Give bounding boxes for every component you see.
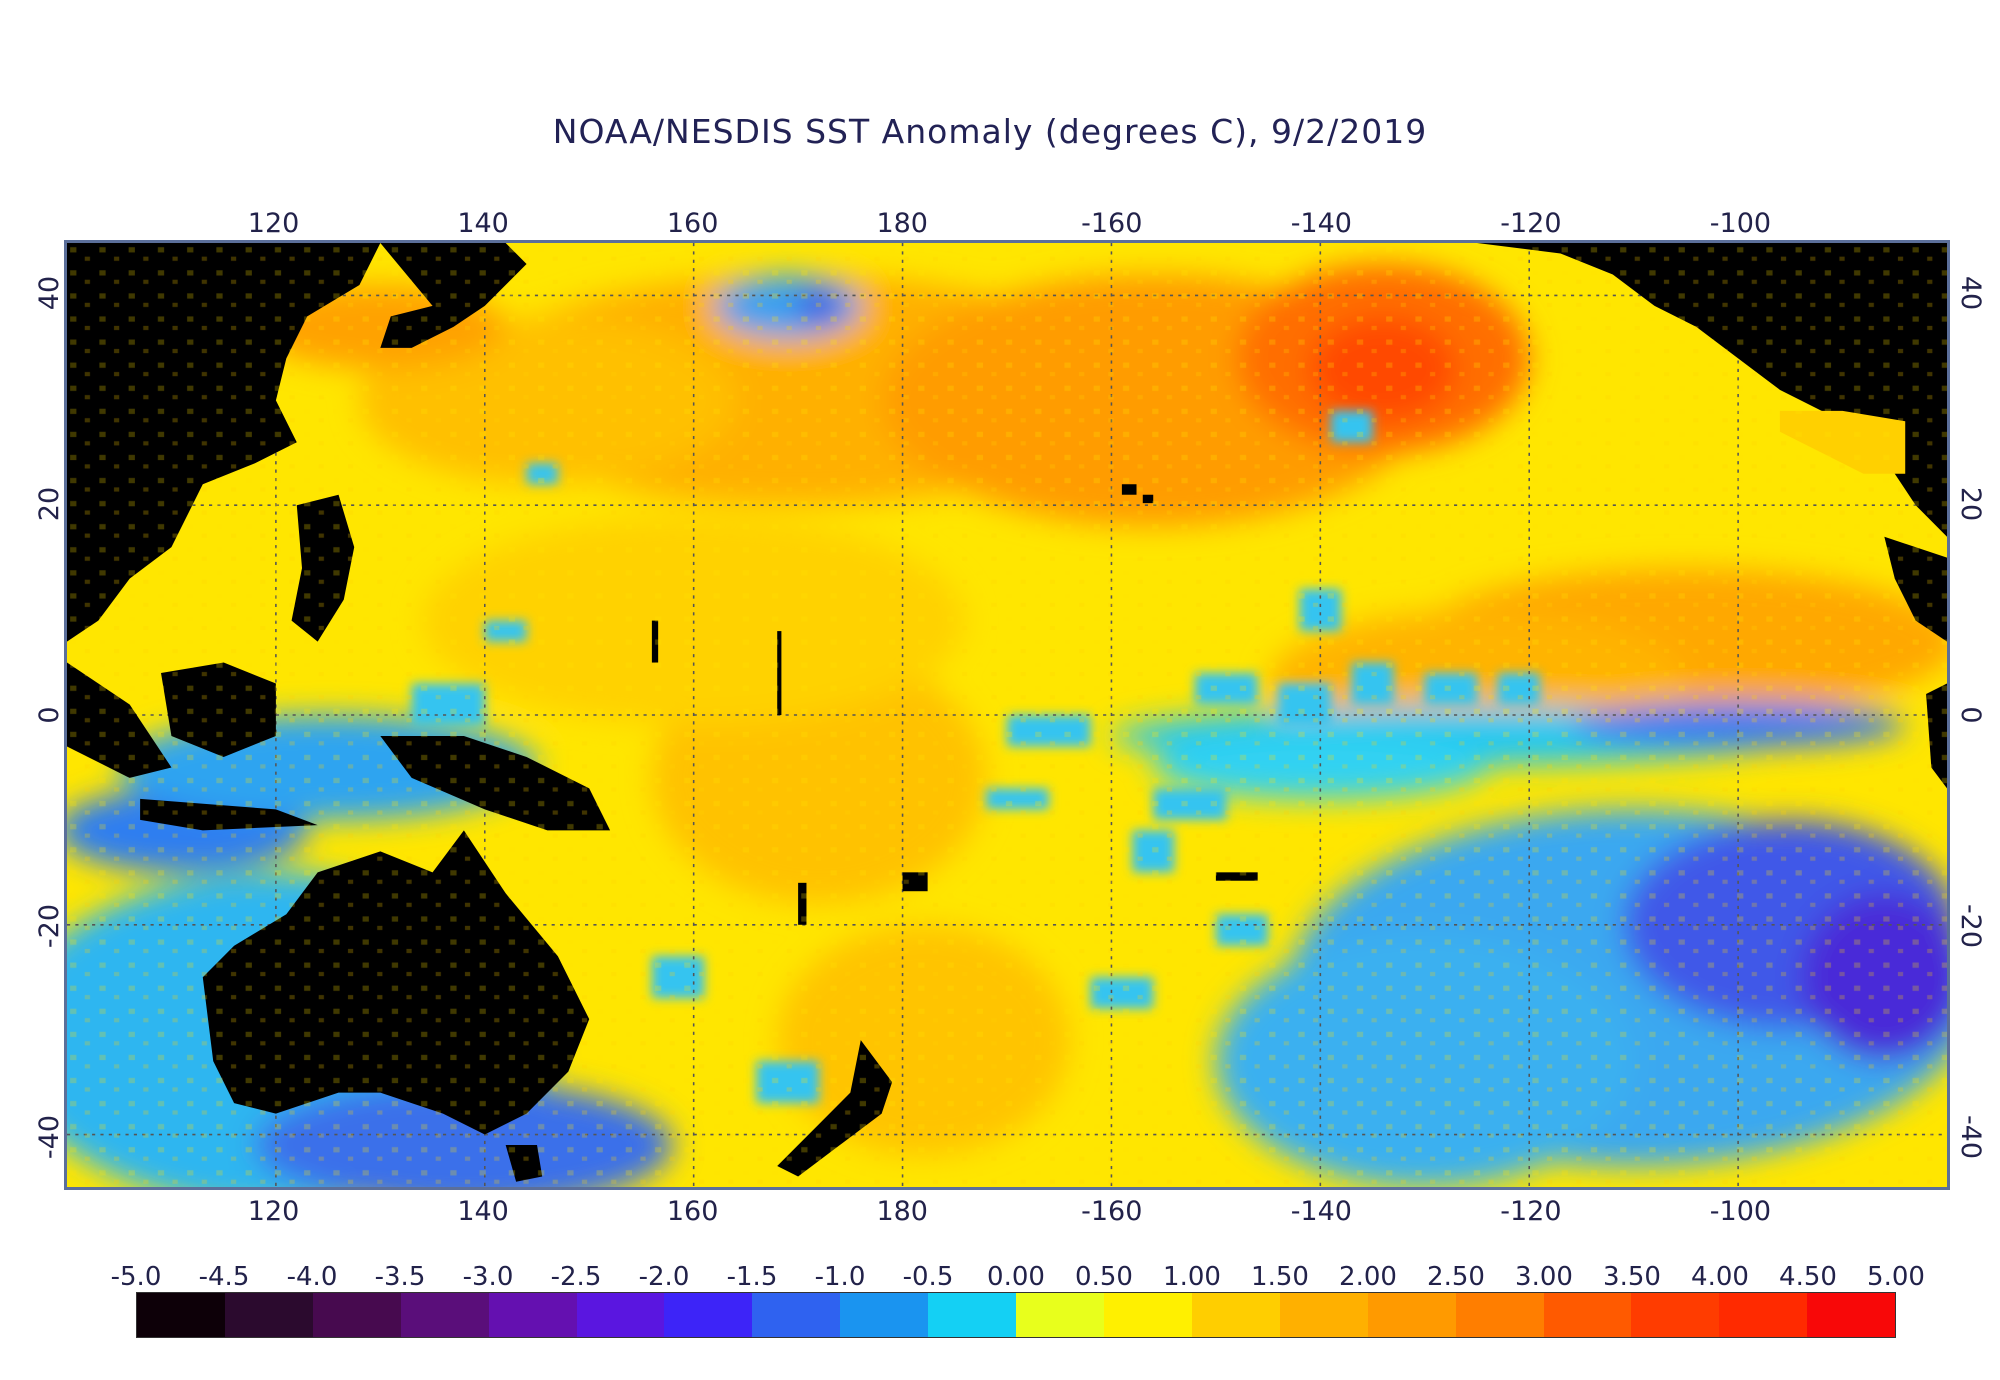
colorbar-swatch: [312, 1293, 401, 1337]
colorbar-swatch: [1455, 1293, 1544, 1337]
lon-tick-bottom: -140: [1290, 1196, 1352, 1227]
map-canvas: [67, 243, 1947, 1187]
lon-tick-bottom: 140: [457, 1196, 509, 1227]
colorbar-label: 3.50: [1603, 1262, 1661, 1292]
lon-tick-bottom: -160: [1081, 1196, 1143, 1227]
colorbar-label: -1.5: [726, 1262, 778, 1292]
colorbar-swatch: [1103, 1293, 1192, 1337]
texture-overlay: [67, 243, 1947, 1187]
lon-tick-top: 160: [666, 208, 719, 239]
lon-tick-bottom: 160: [666, 1196, 719, 1227]
colorbar-swatch: [488, 1293, 577, 1337]
colorbar-swatch: [1367, 1293, 1456, 1337]
colorbar-label: 2.00: [1339, 1262, 1397, 1292]
colorbar-label: 1.50: [1251, 1262, 1309, 1292]
lon-tick-top: 180: [876, 208, 928, 239]
colorbar-swatch: [1719, 1293, 1808, 1337]
colorbar-label: -3.5: [374, 1262, 426, 1292]
colorbar-swatch: [1631, 1293, 1720, 1337]
colorbar-swatch: [137, 1293, 225, 1337]
colorbar-swatch: [752, 1293, 841, 1337]
colorbar-swatch: [928, 1293, 1017, 1337]
colorbar-label: 1.00: [1163, 1262, 1221, 1292]
colorbar-label: -4.0: [286, 1262, 338, 1292]
colorbar-label: 0.00: [987, 1262, 1045, 1292]
sst-anomaly-map: [64, 240, 1950, 1190]
colorbar-label: -2.0: [638, 1262, 690, 1292]
lon-tick-top: 120: [247, 208, 300, 239]
colorbar-label: -3.0: [462, 1262, 514, 1292]
map-title: NOAA/NESDIS SST Anomaly (degrees C), 9/2…: [552, 112, 1428, 151]
colorbar-label: -0.5: [902, 1262, 954, 1292]
colorbar-label: 4.00: [1691, 1262, 1749, 1292]
lon-tick-top: -140: [1290, 208, 1352, 239]
colorbar-label: 2.50: [1427, 1262, 1485, 1292]
colorbar-label: -4.5: [198, 1262, 250, 1292]
colorbar-swatch: [664, 1293, 753, 1337]
lon-tick-top: -100: [1709, 208, 1772, 239]
colorbar-swatch: [840, 1293, 929, 1337]
colorbar-label: -2.5: [550, 1262, 602, 1292]
colorbar-swatch: [1016, 1293, 1104, 1337]
colorbar-swatch: [576, 1293, 665, 1337]
colorbar-swatch: [400, 1293, 489, 1337]
colorbar-label: -5.0: [110, 1262, 162, 1292]
colorbar-label: -1.0: [814, 1262, 866, 1292]
colorbar: [136, 1292, 1896, 1338]
lon-tick-bottom: -120: [1500, 1196, 1562, 1227]
colorbar-label: 3.00: [1515, 1262, 1573, 1292]
lon-tick-top: -120: [1500, 208, 1562, 239]
colorbar-swatch: [1543, 1293, 1632, 1337]
colorbar-swatch: [1807, 1293, 1896, 1337]
colorbar-swatch: [1279, 1293, 1368, 1337]
colorbar-swatch: [224, 1293, 313, 1337]
colorbar-label: 4.50: [1779, 1262, 1837, 1292]
colorbar-swatch: [1191, 1293, 1280, 1337]
colorbar-label: 0.50: [1075, 1262, 1133, 1292]
lon-tick-bottom: 120: [247, 1196, 300, 1227]
lon-tick-top: 140: [457, 208, 509, 239]
lon-tick-bottom: -100: [1709, 1196, 1772, 1227]
lon-tick-top: -160: [1081, 208, 1143, 239]
lon-tick-bottom: 180: [876, 1196, 928, 1227]
colorbar-label: 5.00: [1867, 1262, 1925, 1292]
